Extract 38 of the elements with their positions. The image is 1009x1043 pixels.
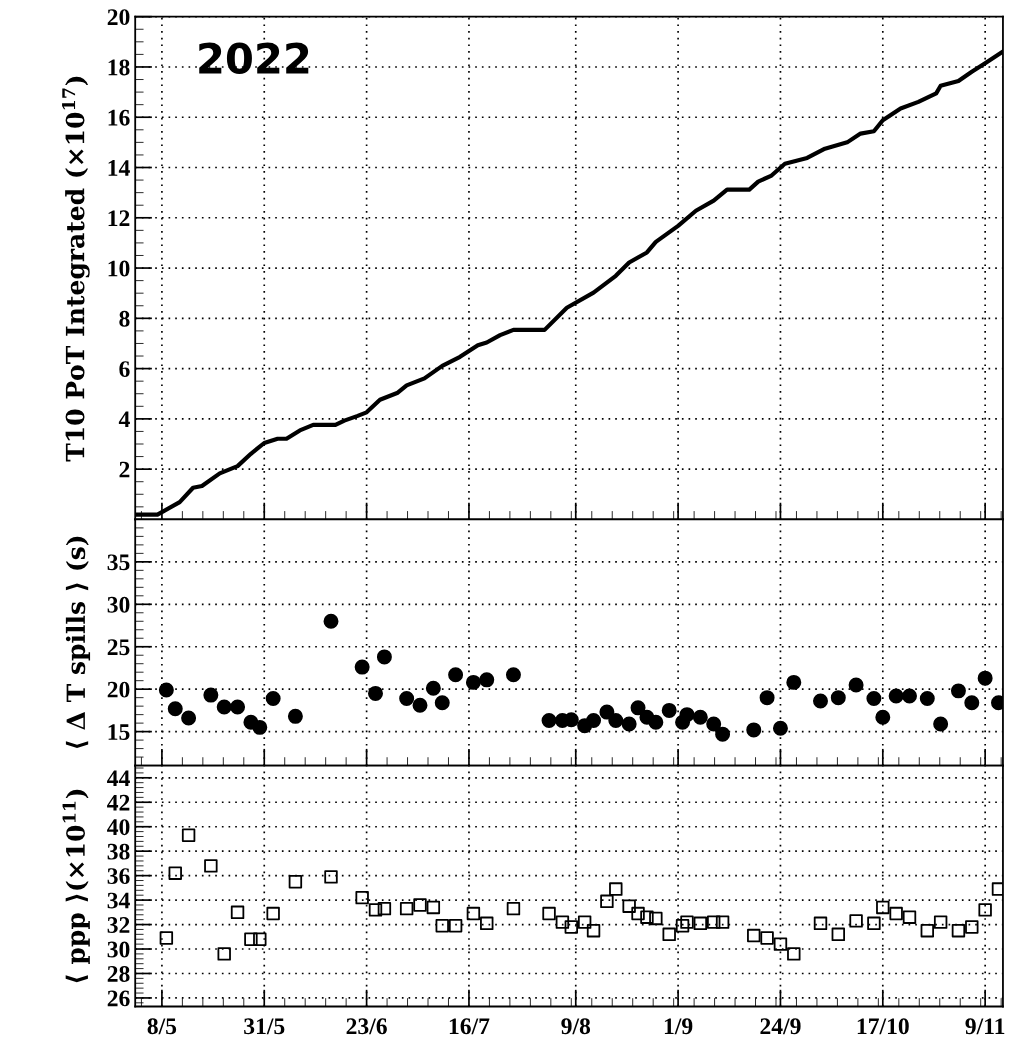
x-tick-label: 31/5	[244, 1018, 285, 1035]
x-tick-label: 16/7	[449, 1018, 490, 1035]
y-axis-title: T10 PoT Integrated (×10$^{17}$)	[62, 76, 90, 462]
y-tick-label: 30	[107, 941, 130, 958]
y-tick-label: 40	[107, 819, 130, 836]
x-tick-label: 9/11	[965, 1018, 1005, 1035]
y-tick-label: 20	[107, 9, 130, 26]
y-tick-label: 30	[107, 596, 130, 613]
y-tick-label: 34	[107, 892, 130, 909]
y-tick-label: 20	[107, 681, 130, 698]
x-tick-label: 23/6	[346, 1018, 387, 1035]
y-tick-label: 10	[108, 260, 130, 277]
y-tick-label: 42	[107, 794, 130, 811]
x-tick-label: 24/9	[760, 1018, 801, 1035]
y-tick-label: 26	[107, 990, 130, 1007]
x-tick-label: 9/8	[561, 1018, 591, 1035]
y-tick-label: 4	[118, 411, 130, 428]
y-tick-label: 38	[107, 843, 130, 860]
y-tick-label: 15	[108, 724, 130, 741]
y-axis-title: ⟨ Δ T spills ⟩ (s)	[65, 536, 91, 748]
y-tick-label: 6	[119, 361, 130, 378]
y-tick-label: 12	[108, 210, 130, 226]
y-tick-label: 44	[107, 770, 130, 786]
y-tick-label: 36	[107, 868, 130, 885]
x-tick-label: 17/10	[857, 1018, 909, 1035]
y-tick-label: 32	[107, 917, 130, 933]
y-tick-label: 2	[119, 461, 130, 478]
y-tick-label: 18	[108, 59, 130, 76]
annotation: 2022	[199, 42, 309, 75]
y-tick-label: 16	[108, 109, 130, 126]
x-tick-label: 8/5	[147, 1018, 177, 1035]
y-tick-label: 25	[107, 639, 130, 656]
y-tick-label: 14	[108, 160, 130, 176]
y-tick-label: 28	[107, 965, 130, 982]
x-tick-label: 1/9	[664, 1018, 693, 1035]
y-axis-title: ⟨ ppp ⟩(×10$^{11}$)	[62, 789, 90, 983]
y-tick-label: 35	[107, 554, 130, 571]
y-tick-label: 8	[119, 310, 130, 327]
